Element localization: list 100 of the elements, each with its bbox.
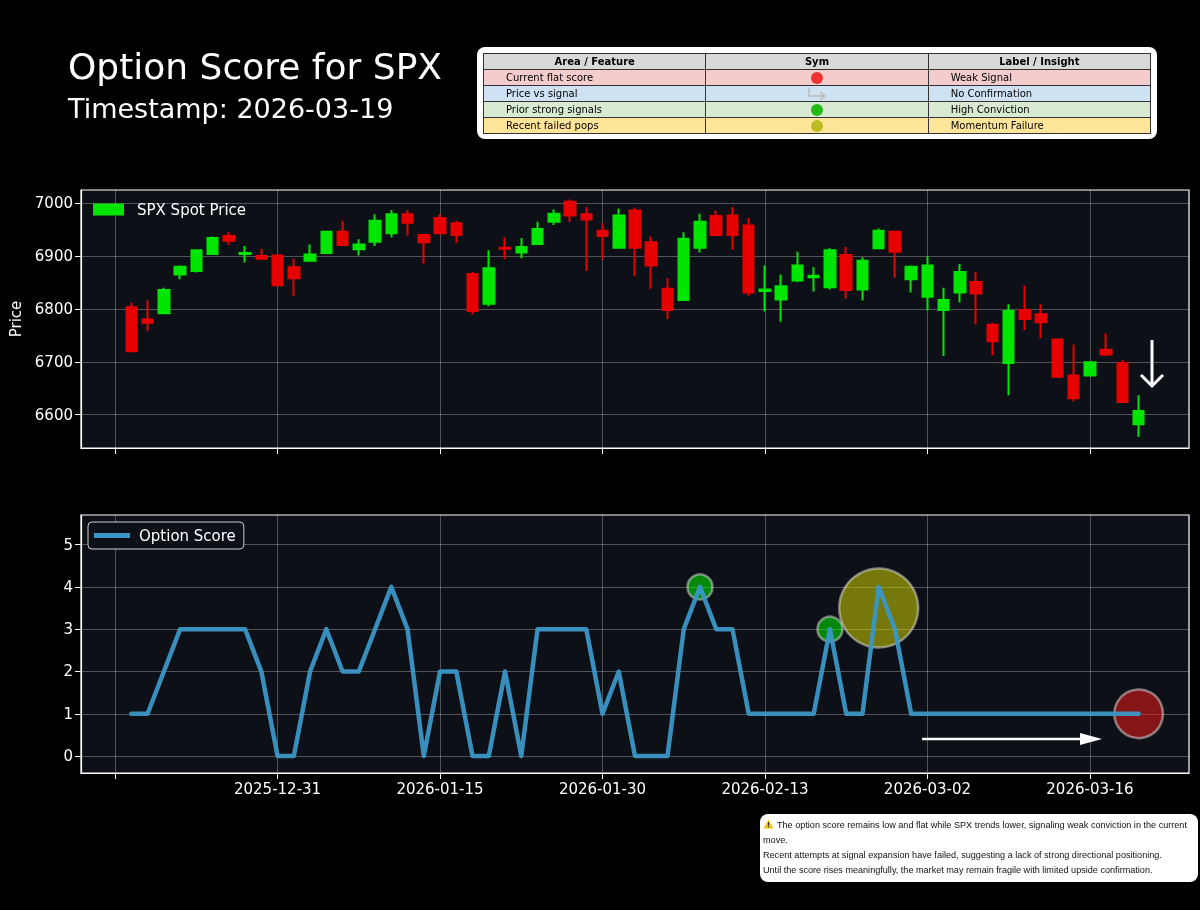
legend-label: SPX Spot Price — [137, 200, 247, 219]
candlestick — [417, 233, 431, 265]
candlestick — [515, 237, 528, 260]
candlestick — [450, 219, 463, 244]
candlestick — [1099, 332, 1113, 358]
candlestick — [320, 229, 333, 255]
candlestick — [758, 264, 772, 313]
y-tick-label: 6900 — [34, 247, 73, 266]
candlestick — [807, 266, 820, 293]
text: Price vs signal — [483, 85, 706, 102]
candlestick — [498, 236, 512, 261]
candlestick — [872, 227, 885, 250]
candlestick — [839, 246, 853, 300]
candlestick — [1002, 303, 1015, 397]
y-axis-title: Price — [7, 300, 26, 338]
candlestick — [1051, 338, 1064, 378]
candlestick — [531, 220, 544, 246]
candlestick — [385, 209, 398, 239]
candlestick — [628, 206, 642, 278]
candlestick — [823, 247, 837, 291]
y-tick-label: 3 — [63, 620, 73, 639]
candlestick — [644, 235, 658, 290]
x-tick-label: 2026-02-13 — [721, 779, 809, 798]
candlestick — [1132, 394, 1145, 438]
candlestick — [190, 248, 203, 274]
line-series — [129, 584, 1141, 759]
candlestick — [580, 205, 593, 272]
candlestick — [271, 254, 284, 287]
text: Label / Insight — [928, 53, 1151, 70]
candlestick — [368, 213, 382, 248]
candlestick — [791, 250, 804, 283]
x-tick-label: 2026-03-02 — [883, 779, 972, 798]
candlestick — [693, 212, 707, 254]
candlestick — [856, 256, 869, 302]
candlestick — [1083, 361, 1097, 377]
y-tick-label: 1 — [63, 704, 73, 723]
candlestick — [352, 238, 366, 257]
text: Sym — [705, 53, 929, 70]
text: Until the score rises meaningfully, the market may remain fragile with limited upside confirmation. — [763, 864, 1154, 877]
text: High Conviction — [928, 101, 1151, 118]
candlestick — [937, 286, 950, 358]
candlestick — [612, 207, 626, 249]
candlestick — [466, 270, 479, 316]
candlestick — [303, 243, 317, 262]
text: Recent attempts at signal expansion have failed, suggesting a lack of strong directional positioning. — [763, 849, 1163, 862]
candlestick — [1018, 284, 1032, 332]
candlestick — [287, 257, 301, 297]
text: Timestamp: 2026-03-19 — [68, 93, 394, 124]
text: Option Score for SPX — [68, 46, 443, 87]
candlestick — [969, 270, 983, 326]
text: Prior strong signals — [483, 101, 706, 118]
text: Weak Signal — [928, 69, 1151, 86]
candlestick — [986, 321, 999, 357]
candlestick — [401, 209, 414, 237]
x-tick-label: 2026-03-16 — [1046, 779, 1134, 798]
y-tick-label: 6600 — [34, 405, 73, 424]
candlestick — [677, 231, 690, 301]
candlestick — [141, 299, 154, 333]
legend-label: Option Score — [139, 526, 236, 545]
text: Momentum Failure — [928, 117, 1151, 134]
text: Area / Feature — [483, 53, 706, 70]
text: Current flat score — [483, 69, 706, 86]
text: The option score remains low and flat while SPX trends lower, signaling weak conviction in the current move. — [763, 819, 1188, 847]
candlestick — [709, 209, 723, 237]
y-tick-label: 2 — [63, 662, 73, 681]
y-tick-label: 4 — [63, 577, 73, 596]
candlestick — [1034, 303, 1048, 340]
candlestick — [433, 213, 447, 235]
x-tick-label: 2026-01-15 — [396, 779, 484, 798]
y-tick-label: 5 — [63, 535, 73, 554]
candlestick — [206, 235, 219, 256]
text: Recent failed pops — [483, 117, 706, 134]
candlestick — [596, 222, 609, 261]
x-tick-label: 2025-12-31 — [233, 779, 322, 798]
candlestick — [661, 277, 674, 320]
y-tick-label: 6700 — [34, 352, 73, 371]
y-tick-label: 0 — [63, 747, 73, 766]
candlestick — [1116, 359, 1129, 404]
candlestick — [125, 301, 138, 353]
candlestick — [953, 263, 967, 304]
y-tick-label: 7000 — [34, 194, 73, 213]
candlestick — [157, 286, 171, 316]
candlestick — [336, 219, 349, 246]
y-tick-label: 6800 — [34, 299, 73, 318]
candlestick — [888, 230, 902, 279]
candlestick — [222, 230, 236, 246]
candlestick — [563, 198, 577, 223]
candlestick — [173, 264, 187, 281]
candlestick — [742, 217, 755, 297]
candlestick — [1067, 343, 1080, 403]
candlestick — [726, 205, 739, 251]
candlestick — [482, 249, 496, 308]
candlestick — [774, 273, 788, 323]
candlestick — [904, 264, 918, 294]
candlestick — [547, 208, 561, 226]
x-tick-label: 2026-01-30 — [558, 779, 647, 798]
candlestick — [255, 247, 268, 261]
text: No Confirmation — [928, 85, 1151, 102]
candlestick — [238, 245, 252, 264]
candlestick — [921, 255, 934, 312]
